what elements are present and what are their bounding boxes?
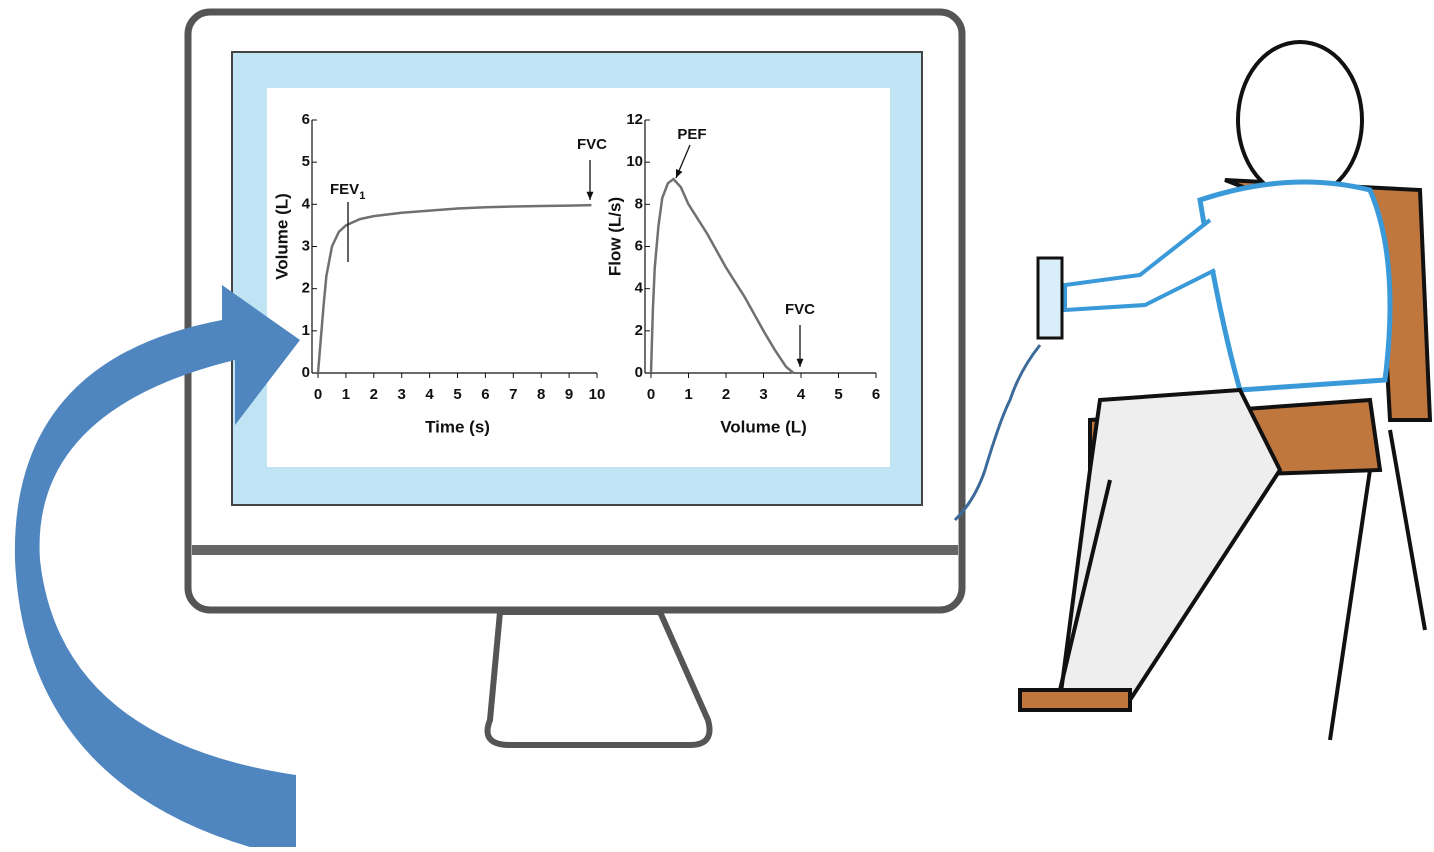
annotation: PEF <box>677 126 706 143</box>
chair-leg <box>1388 429 1427 631</box>
y-tick-label: 4 <box>302 195 311 212</box>
x-axis-label: Volume (L) <box>720 417 807 436</box>
annotation: FVC <box>785 301 815 318</box>
chair-leg <box>1328 469 1372 741</box>
x-tick-label: 1 <box>684 386 692 403</box>
cable <box>953 344 1042 522</box>
y-tick-label: 4 <box>635 280 644 297</box>
x-axis-label: Time (s) <box>425 417 490 436</box>
annotation-arrowhead <box>676 169 683 178</box>
x-tick-label: 5 <box>834 386 842 403</box>
y-tick-label: 5 <box>302 153 310 170</box>
y-tick-label: 3 <box>302 237 310 254</box>
annotation-arrowhead <box>796 358 804 367</box>
y-axis-label: Volume (L) <box>272 193 291 280</box>
shirt <box>1197 179 1393 393</box>
data-line <box>316 203 592 374</box>
x-tick-label: 6 <box>481 386 489 403</box>
y-tick-label: 6 <box>635 237 643 254</box>
x-tick-label: 8 <box>537 386 545 403</box>
y-tick-label: 8 <box>635 195 643 212</box>
y-tick-label: 2 <box>302 280 310 297</box>
curved-arrow <box>14 285 300 847</box>
head <box>1236 40 1364 200</box>
x-tick-label: 9 <box>565 386 573 403</box>
x-tick-label: 7 <box>509 386 517 403</box>
annotation-subscript: 1 <box>359 190 365 202</box>
x-tick-label: 0 <box>647 386 655 403</box>
annotation-text: FEV <box>330 181 359 198</box>
monitor-divider <box>192 545 958 555</box>
y-axis-label: Flow (L/s) <box>605 197 624 276</box>
x-tick-label: 6 <box>872 386 880 403</box>
spirometer <box>1036 256 1064 340</box>
x-tick-label: 4 <box>425 386 434 403</box>
data-line <box>649 177 795 374</box>
x-tick-label: 1 <box>342 386 350 403</box>
annotation: FVC <box>577 136 607 153</box>
arm <box>1063 218 1216 313</box>
y-tick-label: 1 <box>302 322 310 339</box>
y-tick-label: 0 <box>302 364 310 381</box>
person <box>1018 40 1433 741</box>
annotation-arrowhead <box>586 191 594 200</box>
annotation: FEV1 <box>330 181 365 202</box>
y-tick-label: 0 <box>635 364 643 381</box>
x-tick-label: 2 <box>370 386 378 403</box>
x-tick-label: 2 <box>722 386 730 403</box>
y-tick-label: 6 <box>302 111 310 128</box>
chair-leg <box>1058 479 1112 691</box>
y-tick-label: 10 <box>626 153 643 170</box>
y-tick-label: 2 <box>635 322 643 339</box>
feet <box>1018 688 1132 712</box>
chart-panel <box>267 88 890 467</box>
y-tick-label: 12 <box>626 111 643 128</box>
x-tick-label: 5 <box>453 386 461 403</box>
x-tick-label: 10 <box>589 386 606 403</box>
x-tick-label: 3 <box>759 386 767 403</box>
monitor-stand <box>484 609 713 748</box>
x-tick-label: 4 <box>797 386 806 403</box>
x-tick-label: 0 <box>314 386 322 403</box>
x-tick-label: 3 <box>398 386 406 403</box>
